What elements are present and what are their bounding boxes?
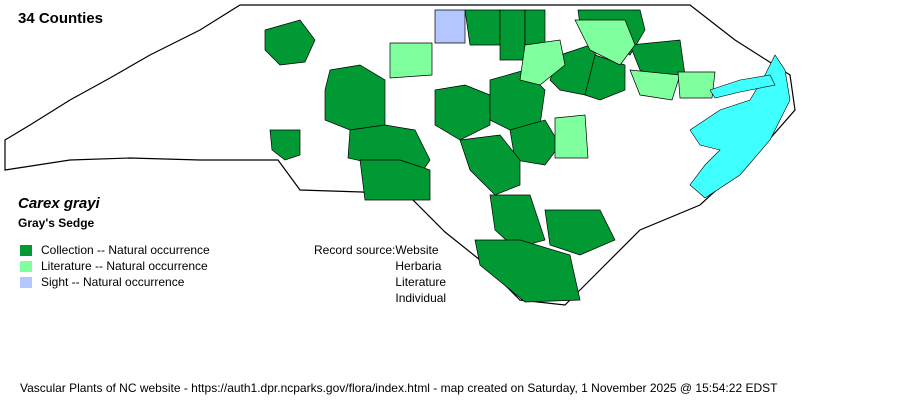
county-collection <box>434 84 491 141</box>
record-source-item: Individual <box>395 291 447 305</box>
county-literature <box>677 71 716 99</box>
record-source-item: Herbaria <box>395 259 442 273</box>
county-literature <box>519 39 566 86</box>
county-collection <box>544 209 616 256</box>
swatch-sight <box>20 276 32 288</box>
county-collection <box>499 9 526 61</box>
county-literature <box>554 114 589 159</box>
swatch-literature <box>20 260 32 272</box>
record-source-label: Record source: <box>314 243 396 257</box>
county-sight <box>434 9 466 44</box>
pamlico-sound <box>689 54 791 199</box>
legend: Collection -- Natural occurrence Literat… <box>20 242 210 290</box>
record-source-item: Website <box>395 243 439 257</box>
legend-label: Literature -- Natural occurrence <box>41 259 208 273</box>
legend-item-literature: Literature -- Natural occurrence <box>20 258 210 274</box>
swatch-collection <box>20 244 32 256</box>
legend-item-collection: Collection -- Natural occurrence <box>20 242 210 258</box>
county-collection <box>269 129 301 161</box>
county-collection <box>264 19 316 66</box>
county-collection <box>459 134 521 196</box>
county-collection <box>347 124 431 176</box>
record-source-item: Literature <box>395 275 447 289</box>
county-literature <box>389 42 433 79</box>
county-collection <box>359 159 431 201</box>
county-literature <box>574 19 636 66</box>
county-literature <box>629 69 681 101</box>
county-collection <box>474 239 581 303</box>
county-collection <box>464 9 501 46</box>
record-source: Record source: Website Herbaria Literatu… <box>314 242 446 306</box>
common-name: Gray's Sedge <box>18 216 95 230</box>
footer-credit: Vascular Plants of NC website - https://… <box>20 381 778 395</box>
county-count: 34 Counties <box>18 10 104 27</box>
scientific-name: Carex grayi <box>18 195 100 212</box>
legend-item-sight: Sight -- Natural occurrence <box>20 274 210 290</box>
legend-label: Sight -- Natural occurrence <box>41 275 185 289</box>
legend-label: Collection -- Natural occurrence <box>41 243 210 257</box>
county-collection <box>324 64 386 131</box>
albemarle-sound <box>709 74 776 99</box>
